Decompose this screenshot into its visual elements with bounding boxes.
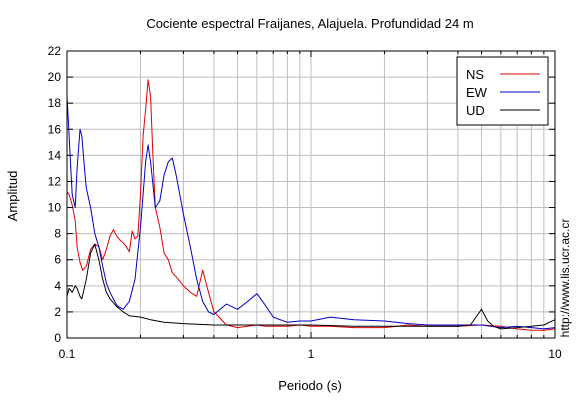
series-layer	[66, 79, 556, 331]
y-tick-label: 16	[48, 122, 62, 136]
legend-box	[456, 56, 549, 126]
x-axis-label: Periodo (s)	[278, 378, 342, 393]
y-tick-label: 22	[48, 44, 62, 58]
watermark-url: http://www.lis.ucr.ac.cr	[558, 219, 572, 338]
y-tick-label: 2	[54, 305, 61, 319]
y-axis-label: Amplitud	[5, 171, 20, 222]
x-tick-label: 0.1	[59, 347, 76, 361]
y-tick-label: 20	[48, 70, 62, 84]
legend-label-ud: UD	[466, 103, 485, 118]
x-tick-label: 1	[308, 347, 315, 361]
y-tick-label: 14	[48, 148, 62, 162]
y-tick-label: 12	[48, 174, 62, 188]
y-tick-label: 4	[54, 279, 61, 293]
chart-title: Cociente espectral Fraijanes, Alajuela. …	[146, 16, 473, 31]
axis-ticks: 0 2 4 6 8 10 12 14 16 18 20 22 0.1 1 10	[48, 44, 562, 361]
series-line-ud	[66, 243, 556, 330]
legend-label-ns: NS	[466, 67, 484, 82]
series-line-ew	[66, 96, 556, 330]
x-tick-label: 10	[548, 347, 562, 361]
legend: NS EW UD	[456, 56, 549, 126]
y-tick-label: 6	[54, 253, 61, 267]
y-tick-label: 18	[48, 96, 62, 110]
y-tick-label: 8	[54, 227, 61, 241]
legend-label-ew: EW	[466, 85, 488, 100]
y-tick-label: 0	[54, 331, 61, 345]
y-tick-label: 10	[48, 201, 62, 215]
